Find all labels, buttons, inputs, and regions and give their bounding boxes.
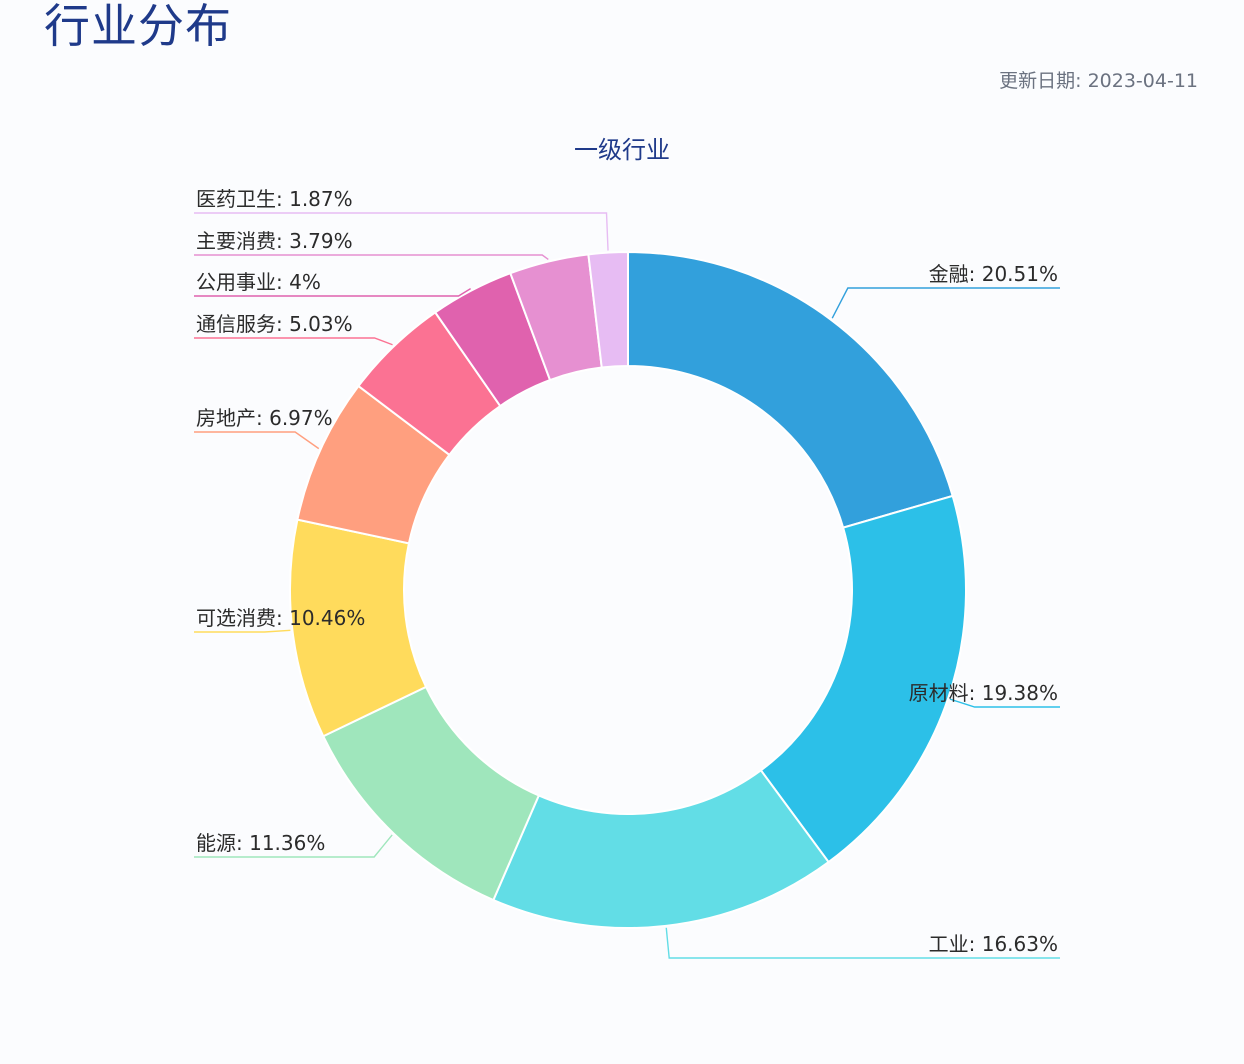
slice-3-leader-line (665, 927, 1060, 959)
slice-7-label: 通信服务: 5.03% (196, 312, 353, 336)
slice-2-arc[interactable] (759, 494, 967, 864)
slice-1-leader-line (831, 287, 1060, 319)
slice-3-label: 工业: 16.63% (929, 932, 1058, 956)
slice-9-leader-line (194, 254, 549, 261)
slice-4-leader-line (194, 834, 393, 858)
update-date-label: 更新日期: (999, 70, 1082, 92)
slice-1-arc[interactable] (627, 250, 954, 529)
slice-8-leader-line (194, 288, 471, 297)
slice-7-leader-line (194, 337, 393, 346)
slice-8-label: 公用事业: 4% (196, 270, 321, 294)
slice-5-label: 可选消费: 10.46% (196, 606, 365, 630)
slice-4-label: 能源: 11.36% (196, 831, 325, 855)
chart-title: 一级行业 (574, 136, 670, 164)
slice-2-leader-line (949, 698, 1060, 708)
slice-2-label: 原材料: 19.38% (909, 681, 1058, 705)
slice-5-leader-line (194, 629, 291, 633)
slice-6-label: 房地产: 6.97% (196, 406, 333, 430)
slices-layer (289, 250, 967, 929)
leader-lines-layer (194, 212, 1060, 959)
slice-6-leader-line (194, 431, 320, 450)
page-title: 行业分布 (44, 0, 232, 53)
update-date-value: 2023-04-11 (1087, 70, 1198, 92)
slice-10-arc[interactable] (587, 250, 629, 369)
slice-1-label: 金融: 20.51% (929, 262, 1058, 286)
slice-10-leader-line (194, 212, 609, 251)
update-date: 更新日期: 2023-04-11 (999, 66, 1198, 93)
slice-labels-layer: 金融: 20.51% 原材料: 19.38% 工业: 16.63% 能源: 11.36… (196, 187, 1058, 956)
slice-9-label: 主要消费: 3.79% (196, 229, 353, 253)
slice-10-label: 医药卫生: 1.87% (196, 187, 353, 211)
slice-3-arc[interactable] (492, 768, 830, 929)
